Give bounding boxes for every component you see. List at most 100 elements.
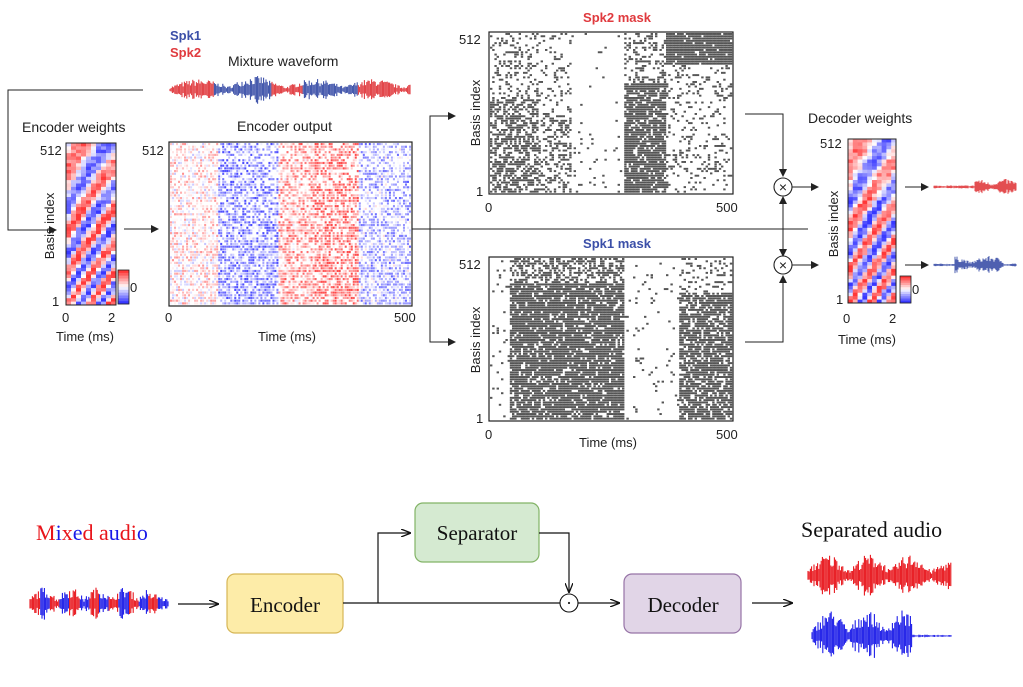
heatmap-cell bbox=[264, 153, 267, 156]
heatmap-cell bbox=[222, 180, 225, 183]
heatmap-cell bbox=[106, 294, 112, 299]
heatmap-cell bbox=[354, 280, 357, 283]
heatmap-cell bbox=[86, 251, 92, 255]
heatmap-cell bbox=[366, 175, 369, 178]
heatmap-cell bbox=[298, 272, 301, 275]
heatmap-cell bbox=[348, 218, 351, 221]
heatmap-cell bbox=[378, 237, 381, 240]
heatmap-cell bbox=[350, 296, 353, 300]
heatmap-cell bbox=[210, 275, 213, 278]
heatmap-cell bbox=[248, 156, 251, 159]
heatmap-cell bbox=[260, 272, 263, 275]
heatmap-cell bbox=[350, 267, 353, 270]
heatmap-cell bbox=[182, 172, 185, 175]
heatmap-cell bbox=[350, 207, 353, 210]
heatmap-cell bbox=[184, 269, 187, 273]
heatmap-cell bbox=[336, 153, 339, 156]
heatmap-cell bbox=[220, 242, 223, 246]
heatmap-cell bbox=[91, 200, 97, 205]
heatmap-cell bbox=[202, 296, 205, 300]
heatmap-cell bbox=[266, 153, 269, 156]
heatmap-cell bbox=[368, 229, 371, 232]
heatmap-cell bbox=[170, 261, 173, 264]
heatmap-cell bbox=[242, 218, 245, 221]
heatmap-cell bbox=[236, 167, 239, 170]
heatmap-cell bbox=[258, 291, 261, 294]
heatmap-cell bbox=[276, 164, 279, 167]
heatmap-cell bbox=[314, 167, 317, 170]
heatmap-cell bbox=[246, 210, 249, 213]
heatmap-cell bbox=[216, 148, 219, 151]
heatmap-cell bbox=[224, 267, 227, 270]
heatmap-cell bbox=[268, 207, 271, 210]
heatmap-cell bbox=[376, 143, 379, 146]
heatmap-cell bbox=[256, 156, 259, 159]
heatmap-cell bbox=[370, 229, 373, 232]
heatmap-cell bbox=[332, 294, 335, 297]
heatmap-cell bbox=[71, 159, 77, 164]
heatmap-cell bbox=[214, 299, 217, 302]
heatmap-cell bbox=[374, 272, 377, 275]
heatmap-cell bbox=[324, 280, 327, 283]
heatmap-cell bbox=[246, 205, 249, 208]
heatmap-cell bbox=[274, 210, 277, 213]
heatmap-cell bbox=[308, 299, 311, 302]
heatmap-cell bbox=[101, 240, 107, 245]
heatmap-cell bbox=[196, 213, 199, 216]
heatmap-cell bbox=[246, 197, 249, 200]
heatmap-cell bbox=[212, 259, 215, 262]
heatmap-cell bbox=[316, 215, 319, 219]
heatmap-cell bbox=[316, 302, 319, 305]
heatmap-cell bbox=[210, 175, 213, 178]
heatmap-cell bbox=[302, 291, 305, 294]
heatmap-cell bbox=[200, 253, 203, 256]
heatmap-cell bbox=[180, 278, 183, 281]
heatmap-cell bbox=[276, 294, 279, 297]
heatmap-cell bbox=[196, 267, 199, 270]
heatmap-cell bbox=[190, 194, 193, 197]
heatmap-cell bbox=[101, 146, 107, 151]
heatmap-cell bbox=[86, 224, 92, 228]
heatmap-cell bbox=[370, 283, 373, 286]
heatmap-cell bbox=[172, 248, 175, 251]
heatmap-cell bbox=[362, 221, 365, 224]
heatmap-cell bbox=[314, 215, 317, 219]
heatmap-cell bbox=[364, 302, 367, 305]
heatmap-cell bbox=[196, 153, 199, 156]
heatmap-cell bbox=[272, 264, 275, 267]
heatmap-cell bbox=[280, 275, 283, 278]
heatmap-cell bbox=[214, 302, 217, 305]
heatmap-cell bbox=[101, 230, 107, 235]
heatmap-cell bbox=[184, 264, 187, 267]
heatmap-cell bbox=[284, 286, 287, 289]
heatmap-cell bbox=[220, 259, 223, 262]
heatmap-cell bbox=[330, 188, 333, 192]
heatmap-cell bbox=[266, 264, 269, 267]
heatmap-cell bbox=[348, 202, 351, 205]
heatmap-cell bbox=[348, 299, 351, 302]
heatmap-cell bbox=[254, 275, 257, 278]
heatmap-cell bbox=[370, 224, 373, 227]
heatmap-cell bbox=[276, 283, 279, 286]
heatmap-cell bbox=[232, 275, 235, 278]
heatmap-cell bbox=[178, 159, 181, 162]
heatmap-cell bbox=[76, 278, 82, 282]
heatmap-cell bbox=[240, 205, 243, 208]
heatmap-cell bbox=[364, 240, 367, 243]
heatmap-cell bbox=[270, 251, 273, 254]
heatmap-cell bbox=[81, 213, 87, 218]
heatmap-cell bbox=[372, 278, 375, 281]
heatmap-cell bbox=[364, 245, 367, 248]
heatmap-cell bbox=[268, 164, 271, 167]
heatmap-cell bbox=[220, 143, 223, 146]
heatmap-cell bbox=[188, 194, 191, 197]
heatmap-cell bbox=[230, 286, 233, 289]
heatmap-cell bbox=[254, 145, 257, 148]
heatmap-cell bbox=[282, 288, 285, 291]
heatmap-cell bbox=[200, 199, 203, 202]
heatmap-cell bbox=[370, 156, 373, 159]
heatmap-cell bbox=[316, 288, 319, 291]
heatmap-cell bbox=[220, 245, 223, 248]
heatmap-cell bbox=[250, 299, 253, 302]
heatmap-cell bbox=[356, 261, 359, 264]
